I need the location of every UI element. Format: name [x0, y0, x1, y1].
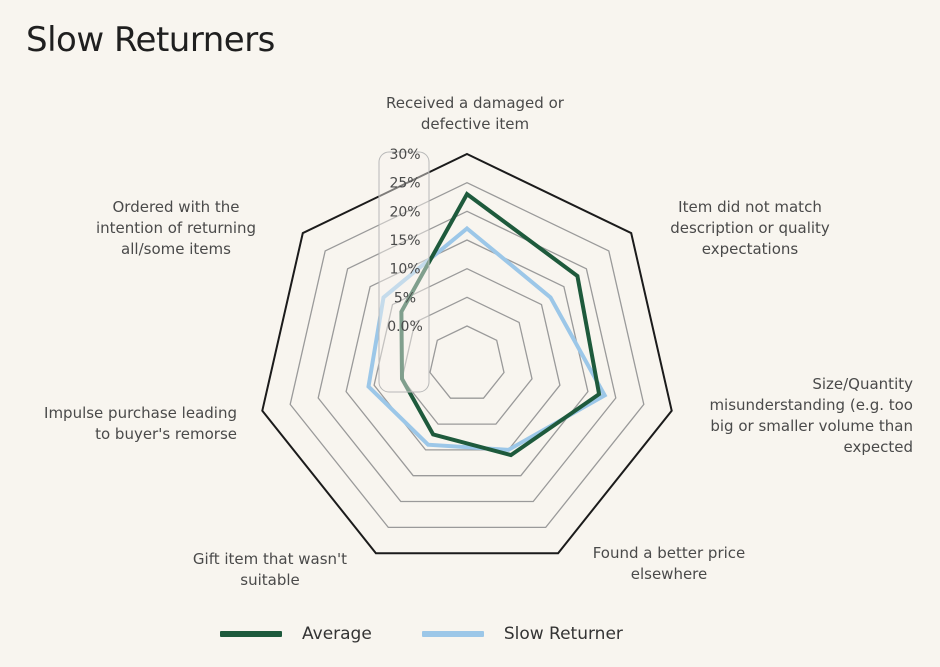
- grid-ring: [429, 325, 505, 399]
- axis-label: Size/Quantity misunderstanding (e.g. too b…: [709, 375, 913, 456]
- legend-label-slow-returner: Slow Returner: [503, 624, 623, 644]
- legend-swatch-average: [220, 631, 282, 637]
- series-average: [399, 191, 602, 458]
- axis-label: Ordered with the intention of returning al…: [96, 198, 256, 258]
- tick-label: 5%: [394, 290, 416, 306]
- tick-label-box: [378, 151, 430, 393]
- legend-item-average: Average: [220, 624, 372, 644]
- axis-label: Received a damaged or defective item: [386, 94, 565, 133]
- grid-ring: [345, 239, 589, 477]
- tick-label: 15%: [389, 233, 420, 249]
- tick-label: 0.0%: [387, 319, 423, 335]
- tick-label: 10%: [389, 262, 420, 278]
- axis-labels: Received a damaged or defective item Item …: [44, 94, 913, 589]
- chart-title: Slow Returners: [26, 20, 275, 60]
- radar-series: [366, 191, 608, 458]
- grid-ring: [261, 152, 673, 555]
- radar-grid: [261, 152, 673, 555]
- legend: Average Slow Returner: [220, 624, 673, 644]
- legend-item-slow-returner: Slow Returner: [421, 624, 623, 644]
- axis-label: Found a better price elsewhere: [593, 544, 746, 583]
- radial-ticks: 0.0% 5% 10% 15% 20% 25% 30%: [378, 147, 430, 393]
- tick-label: 25%: [389, 176, 420, 192]
- grid-ring: [289, 181, 645, 529]
- tick-label: 20%: [389, 204, 420, 220]
- axis-label: Gift item that wasn't suitable: [193, 550, 347, 589]
- grid-ring: [373, 267, 561, 451]
- legend-swatch-slow-returner: [421, 631, 484, 637]
- axis-label: Item did not match description or quality…: [670, 198, 830, 258]
- tick-label: 30%: [389, 147, 420, 163]
- legend-label-average: Average: [302, 624, 372, 644]
- axis-label: Impulse purchase leading to buyer's remor…: [44, 404, 237, 443]
- grid-ring: [317, 210, 617, 503]
- grid-ring: [401, 296, 533, 425]
- series-slow-returner: [366, 225, 608, 452]
